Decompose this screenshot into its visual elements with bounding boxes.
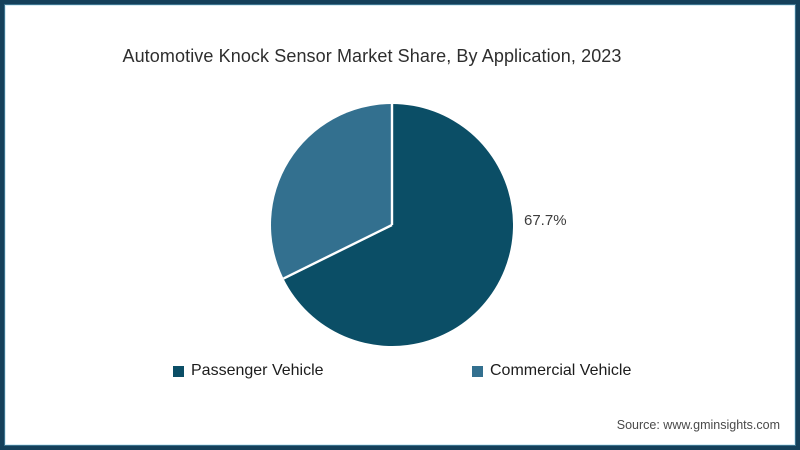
legend-item-commercial-vehicle[interactable]: Commercial Vehicle [472, 362, 631, 380]
legend-label-commercial: Commercial Vehicle [490, 362, 632, 379]
chart-area: Automotive Knock Sensor Market Share, By… [5, 5, 795, 445]
legend-swatch-commercial-icon [472, 365, 483, 377]
pie-slice[interactable] [283, 104, 513, 346]
legend-item-passenger-vehicle[interactable]: Passenger Vehicle [173, 362, 324, 380]
chart-frame-inner-line: Automotive Knock Sensor Market Share, By… [4, 4, 796, 446]
chart-title: Automotive Knock Sensor Market Share, By… [122, 46, 622, 66]
pie-chart [271, 104, 513, 346]
legend-swatch-passenger-icon [173, 365, 184, 377]
pie-data-label: 67.7% [524, 212, 567, 229]
source-attribution: Source: www.gminsights.com [616, 418, 780, 432]
pie-slice[interactable] [271, 104, 392, 279]
legend-label-passenger: Passenger Vehicle [191, 362, 324, 379]
pie-slice-separator [282, 223, 393, 280]
